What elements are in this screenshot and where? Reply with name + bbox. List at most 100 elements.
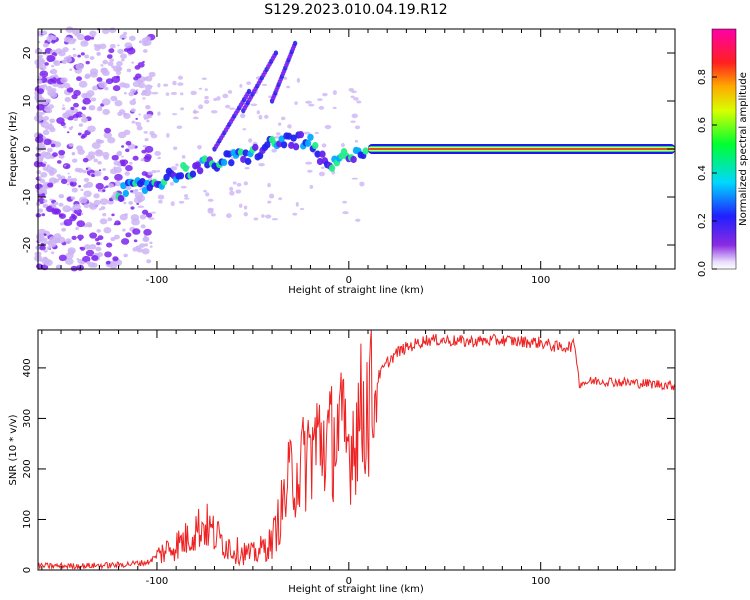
spectrogram-noise-blob (322, 92, 328, 97)
spectrogram-noise-blob (305, 100, 312, 104)
spectrogram-ridge-blob (280, 141, 288, 149)
spectrogram-noise-blob (112, 65, 122, 73)
spectrogram-noise-blob (243, 205, 248, 210)
spectrogram-noise-blob (73, 102, 79, 108)
colorbar-tick-label: 0.0 (697, 261, 708, 277)
spectrogram-noise-blob (203, 99, 210, 104)
spectrogram-noise-blob (102, 108, 111, 116)
spectrogram-noise-blob (213, 97, 218, 102)
spectrogram-noise-blob (332, 106, 337, 110)
spectrogram-noise-blob (41, 30, 48, 36)
spectrogram-noise-blob (113, 223, 117, 226)
spectrogram-noise-blob (166, 133, 170, 138)
spectrogram-noise-blob (37, 79, 43, 84)
spectrogram-noise-blob (53, 141, 62, 148)
spectrogram-ridge-blob (189, 170, 197, 178)
spectrogram-noise-blob (70, 196, 76, 200)
spectrogram-noise-blob (235, 189, 242, 194)
spectrogram-noise-blob (175, 163, 179, 167)
spectrogram-noise-blob (123, 129, 131, 136)
spectrogram-noise-blob (42, 129, 50, 136)
spectrogram-noise-blob (305, 161, 313, 165)
spectrogram-noise-blob (135, 89, 139, 92)
spectrogram-noise-blob (351, 90, 357, 94)
spectrogram-noise-blob (102, 70, 110, 77)
spectrogram-noise-blob (80, 260, 85, 265)
spectrogram-noise-blob (142, 89, 147, 94)
spectrogram-noise-blob (356, 100, 362, 104)
spectrogram-noise-blob (71, 158, 78, 163)
spectrogram-noise-blob (60, 178, 68, 184)
spectrogram-ridge-blob (244, 157, 252, 165)
spectrogram-noise-blob (52, 152, 58, 157)
spectrogram-noise-blob (102, 168, 106, 171)
spectrogram-noise-blob (45, 108, 53, 114)
spectrogram-noise-blob (132, 228, 141, 235)
spectrogram-noise-blob (267, 200, 272, 204)
spectrogram-noise-blob (34, 48, 43, 55)
spectrogram-noise-blob (120, 238, 130, 245)
spectrogram-noise-blob (117, 44, 120, 47)
spectrogram-streak-blob (246, 88, 252, 94)
spectrogram-ridge-blob (141, 186, 149, 195)
spectrogram-noise-blob (123, 92, 127, 95)
spectrogram-noise-blob (86, 90, 95, 97)
spectrogram-noise-blob (141, 209, 149, 215)
spectrogram-noise-blob (42, 42, 49, 48)
spectrogram-noise-blob (100, 206, 106, 210)
spectrogram-noise-blob (37, 157, 43, 163)
spectrogram-noise-blob (100, 64, 104, 67)
spectrogram-noise-blob (104, 251, 112, 258)
spectrogram-noise-blob (141, 248, 150, 255)
spectrogram-noise-blob (123, 112, 131, 120)
colorbar-label: Normalized spectral amplitude (738, 72, 749, 226)
spectrogram-noise-blob (96, 106, 103, 112)
spectrogram-noise-blob (324, 124, 332, 130)
spectrogram-noise-blob (157, 156, 161, 160)
spectrogram-x-axis-label: Height of straight line (km) (288, 285, 424, 296)
spectrogram-noise-blob (61, 227, 67, 232)
spectrogram-x-tick-label: -100 (146, 275, 169, 286)
spectrogram-noise-blob (43, 199, 48, 203)
snr-plot-frame (37, 329, 676, 571)
spectrogram-noise-blob (82, 97, 91, 105)
spectrogram-noise-blob (121, 145, 125, 148)
spectrogram-noise-blob (74, 31, 81, 37)
spectrogram-noise-blob (64, 97, 71, 103)
spectrogram-noise-blob (283, 76, 288, 80)
spectrogram-noise-blob (91, 142, 101, 150)
spectrogram-noise-blob (102, 213, 107, 217)
spectrogram-noise-blob (198, 104, 204, 110)
spectrogram-noise-blob (135, 245, 141, 250)
spectrogram-noise-blob (71, 235, 77, 240)
spectrogram-noise-blob (58, 254, 67, 262)
spectrogram-noise-blob (207, 208, 214, 214)
spectrogram-noise-blob (78, 185, 82, 188)
spectrogram-noise-blob (145, 104, 151, 110)
spectrogram-noise-blob (48, 171, 55, 176)
spectrogram-noise-blob (96, 242, 101, 246)
spectrogram-noise-blob (87, 262, 96, 268)
spectrogram-noise-blob (85, 249, 95, 257)
spectrogram-noise-blob (90, 36, 95, 40)
spectrogram-noise-blob (66, 131, 70, 134)
spectrogram-noise-blob (36, 88, 45, 95)
spectrogram-noise-blob (110, 237, 116, 242)
spectrogram-noise-blob (286, 85, 290, 89)
spectrogram-noise-blob (148, 217, 155, 220)
spectrogram-noise-blob (76, 220, 86, 228)
spectrogram-noise-blob (105, 260, 111, 265)
spectrogram-noise-blob (65, 165, 69, 168)
spectrogram-noise-blob (75, 63, 84, 71)
spectrogram-noise-blob (256, 110, 260, 115)
snr-y-tick-label: 400 (22, 358, 33, 377)
spectrogram-ridge-blob (290, 134, 297, 142)
spectrogram-noise-blob (58, 202, 64, 207)
spectrogram-noise-blob (124, 185, 132, 191)
spectrogram-noise-blob (136, 125, 143, 131)
spectrogram-noise-blob (89, 243, 97, 250)
spectrogram-noise-blob (172, 113, 178, 116)
spectrogram-noise-blob (143, 76, 149, 81)
spectrogram-noise-blob (109, 58, 115, 63)
